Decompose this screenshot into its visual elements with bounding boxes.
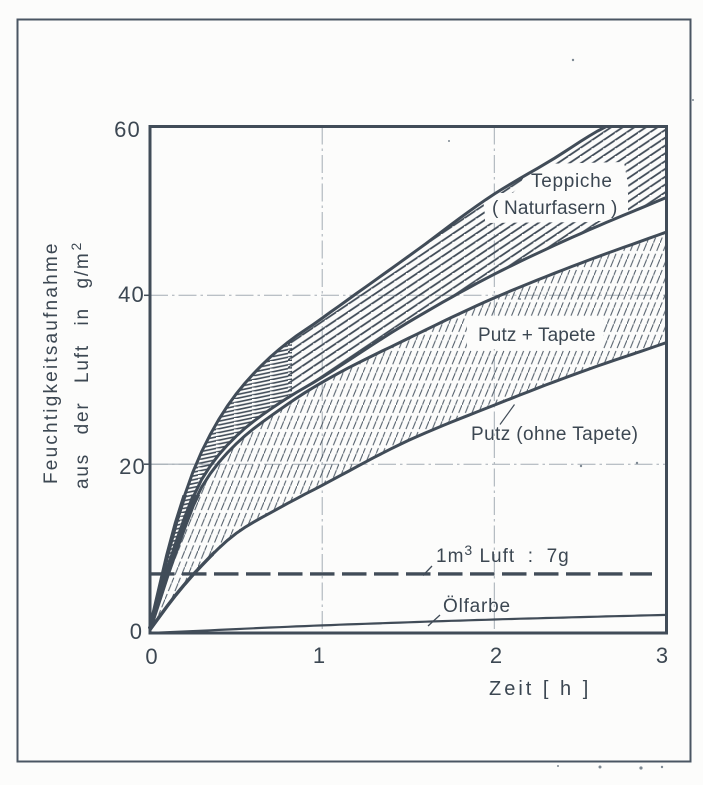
svg-text:3: 3 — [656, 643, 668, 668]
svg-text:1m3 Luft : 7g: 1m3 Luft : 7g — [436, 542, 570, 567]
svg-text:Putz + Tapete: Putz + Tapete — [478, 325, 596, 346]
svg-text:Zeit [ h ]: Zeit [ h ] — [489, 678, 591, 700]
svg-text:Putz (ohne Tapete): Putz (ohne Tapete) — [471, 424, 638, 445]
svg-text:0: 0 — [145, 644, 157, 669]
svg-text:60: 60 — [114, 117, 141, 142]
svg-text:1: 1 — [313, 643, 325, 668]
svg-text:40: 40 — [118, 282, 145, 307]
svg-text:Teppiche: Teppiche — [531, 171, 613, 192]
svg-text:Ölfarbe: Ölfarbe — [443, 596, 511, 617]
svg-text:( Naturfasern ): ( Naturfasern ) — [492, 198, 617, 219]
svg-text:2: 2 — [490, 643, 502, 668]
svg-text:aus der Luft in g/m2: aus der Luft in g/m2 — [68, 241, 93, 489]
svg-text:Feuchtigkeitsaufnahme: Feuchtigkeitsaufnahme — [41, 241, 62, 484]
svg-text:20: 20 — [119, 454, 146, 479]
svg-text:0: 0 — [130, 619, 142, 644]
